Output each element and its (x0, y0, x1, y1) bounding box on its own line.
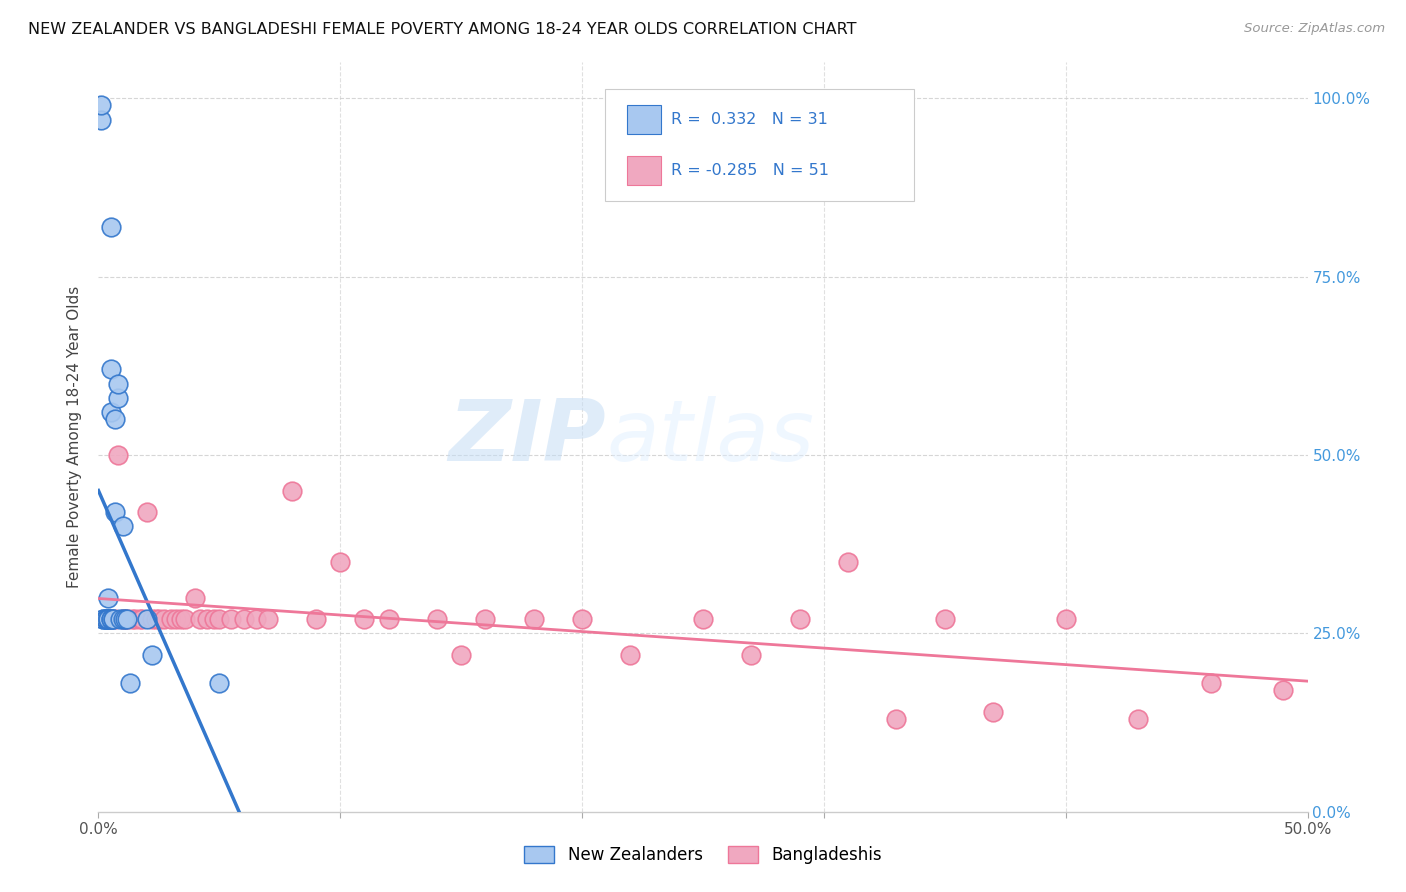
Point (114, 612, 136, 626)
Point (426, 612, 449, 626)
Point (281, 483, 304, 498)
Point (94, 612, 117, 626)
Point (101, 612, 124, 626)
Point (100, 362, 122, 376)
Point (169, 612, 191, 626)
Point (107, 448, 129, 462)
Text: ZIP: ZIP (449, 395, 606, 479)
Point (104, 612, 127, 626)
Point (135, 612, 157, 626)
Point (195, 612, 218, 626)
Point (100, 405, 122, 419)
Text: R = -0.285   N = 51: R = -0.285 N = 51 (671, 163, 828, 178)
Point (208, 612, 231, 626)
Point (114, 612, 136, 626)
Text: Source: ZipAtlas.com: Source: ZipAtlas.com (1244, 22, 1385, 36)
Point (789, 612, 811, 626)
Point (256, 612, 278, 626)
Y-axis label: Female Poverty Among 18-24 Year Olds: Female Poverty Among 18-24 Year Olds (67, 286, 83, 588)
Point (107, 391, 129, 405)
Point (1199, 676, 1222, 690)
Point (111, 612, 134, 626)
Point (165, 612, 187, 626)
Point (152, 612, 174, 626)
Point (148, 612, 170, 626)
Text: atlas: atlas (606, 395, 814, 479)
Point (981, 705, 1004, 719)
Point (245, 612, 267, 626)
Legend: New Zealanders, Bangladeshis: New Zealanders, Bangladeshis (517, 839, 889, 871)
Point (160, 612, 183, 626)
Point (91, 612, 114, 626)
Point (104, 412, 127, 426)
Point (145, 612, 167, 626)
Point (117, 612, 139, 626)
Point (90, 98, 112, 112)
Point (619, 648, 641, 662)
Point (353, 612, 375, 626)
Point (104, 505, 127, 519)
Point (100, 612, 122, 626)
Point (101, 612, 124, 626)
Point (232, 612, 254, 626)
Point (117, 612, 139, 626)
Point (692, 612, 714, 626)
Point (1128, 712, 1150, 726)
Point (141, 612, 163, 626)
Point (174, 612, 197, 626)
Point (305, 612, 328, 626)
Point (571, 612, 593, 626)
Point (97, 612, 120, 626)
Point (97, 612, 120, 626)
Point (204, 612, 226, 626)
Text: NEW ZEALANDER VS BANGLADESHI FEMALE POVERTY AMONG 18-24 YEAR OLDS CORRELATION CH: NEW ZEALANDER VS BANGLADESHI FEMALE POVE… (28, 22, 856, 37)
Point (135, 505, 157, 519)
Point (94, 612, 117, 626)
Point (100, 219, 122, 234)
Point (886, 712, 908, 726)
Point (934, 612, 956, 626)
Point (100, 612, 122, 626)
Point (474, 612, 496, 626)
Point (108, 612, 131, 626)
Point (141, 648, 163, 662)
Point (221, 612, 243, 626)
Point (118, 676, 141, 690)
Point (450, 648, 472, 662)
Point (131, 612, 153, 626)
Point (329, 555, 352, 569)
Point (837, 555, 859, 569)
Point (97, 591, 120, 605)
Point (740, 648, 762, 662)
Point (111, 612, 134, 626)
Point (128, 612, 150, 626)
Point (90, 112, 112, 127)
Point (184, 591, 207, 605)
Point (124, 612, 146, 626)
Point (91, 612, 114, 626)
Text: R =  0.332   N = 31: R = 0.332 N = 31 (671, 112, 828, 127)
Point (188, 612, 211, 626)
Point (208, 676, 231, 690)
Point (94, 612, 117, 626)
Point (121, 612, 143, 626)
Point (100, 612, 122, 626)
Point (1054, 612, 1077, 626)
Point (111, 519, 134, 533)
Point (1272, 683, 1295, 698)
Point (377, 612, 399, 626)
Point (97, 612, 120, 626)
Point (523, 612, 546, 626)
Point (107, 376, 129, 391)
Point (94, 612, 117, 626)
